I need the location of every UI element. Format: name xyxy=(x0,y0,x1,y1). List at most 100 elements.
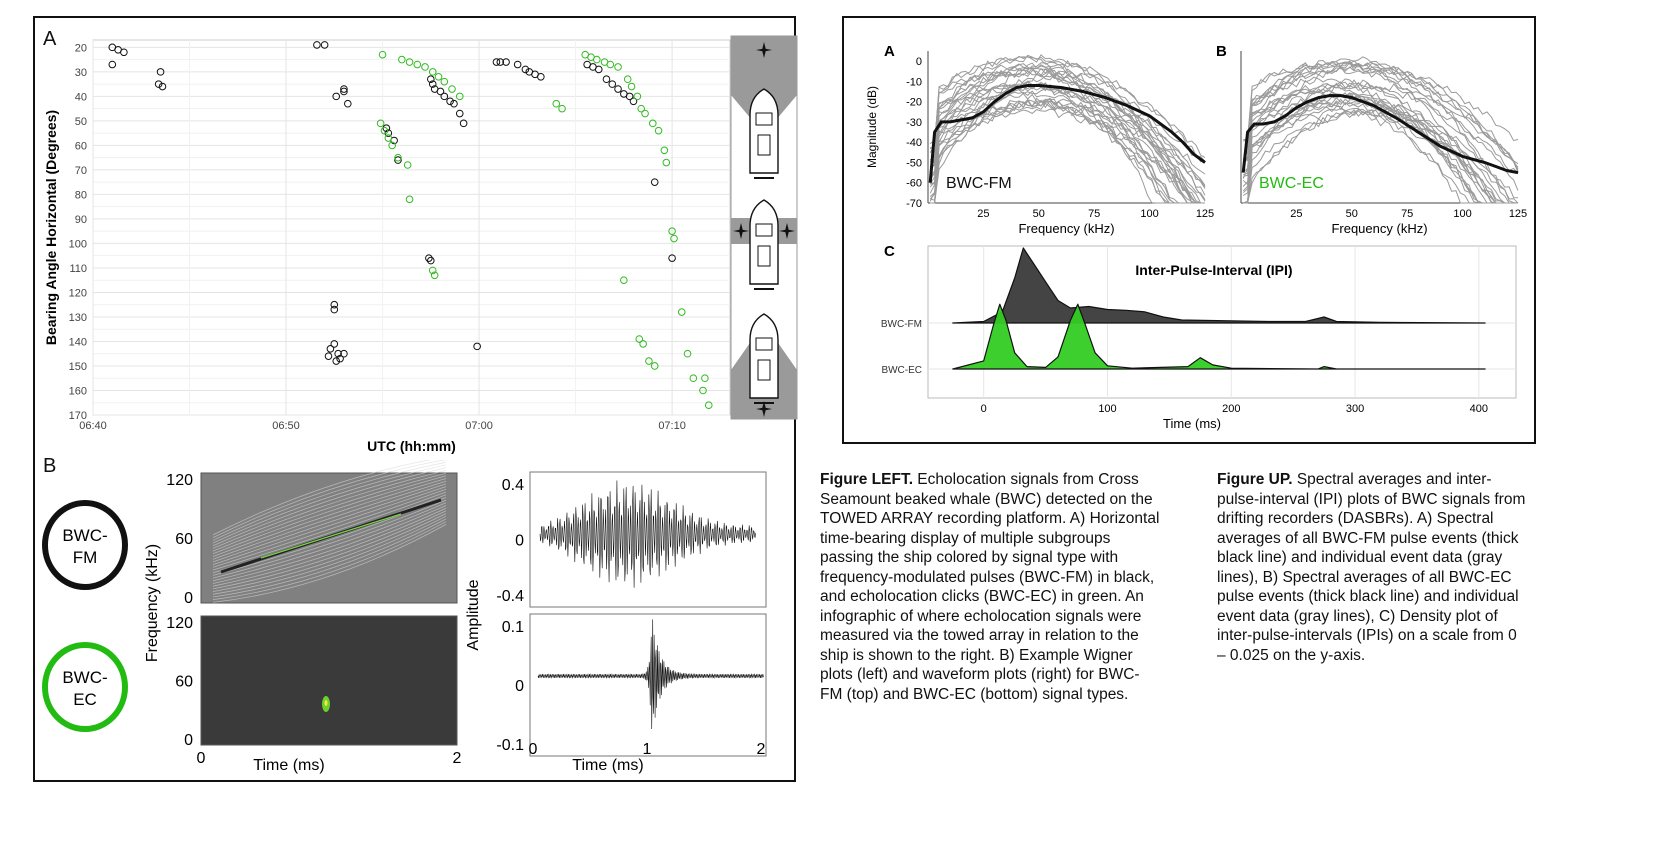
spectrum-individual-line xyxy=(1243,56,1518,204)
ec-detection-point xyxy=(430,271,439,280)
ec-detection-point xyxy=(650,362,659,370)
x-tick-label: 07:00 xyxy=(465,420,493,432)
panel-b-letter: B xyxy=(43,455,57,477)
fm-detection-point xyxy=(158,82,167,91)
y-tick-label: 140 xyxy=(69,336,87,348)
ec-detection-point xyxy=(403,161,412,169)
time-bearing-chart: 20 30 40 50 60 70 80 90 100 110 120 130 140 150 160 170… xyxy=(43,35,798,454)
ec-detection-point xyxy=(428,68,437,76)
wigner-fm-sweep-highlight xyxy=(260,513,402,559)
waveform-x-tick: 0 xyxy=(529,741,538,758)
spectrum-y-tick: -10 xyxy=(906,76,922,88)
waveform-plot-ec xyxy=(529,613,767,757)
fm-detection-point xyxy=(502,58,510,66)
spectrum-y-tick: -20 xyxy=(906,97,922,109)
ec-detection-point xyxy=(623,75,632,84)
fm-detection-point xyxy=(326,345,335,353)
fm-detection-point xyxy=(334,349,342,358)
fm-detection-point xyxy=(332,357,341,365)
ec-detection-point xyxy=(394,153,402,162)
spectrum-individual-line xyxy=(929,80,1205,204)
x-axis-title: UTC (hh:mm) xyxy=(367,438,456,454)
fm-detection-point xyxy=(496,58,505,66)
wigner-fm-band xyxy=(212,464,447,544)
wigner-y-axis-title: Frequency (kHz) xyxy=(144,544,161,662)
ship-hull-icon xyxy=(749,313,779,399)
ec-detection-point xyxy=(388,141,396,150)
fm-detection-point xyxy=(108,60,117,69)
fm-detection-point xyxy=(382,124,391,133)
spectrum-y-tick: -40 xyxy=(906,137,922,149)
fm-detection-point xyxy=(668,254,676,262)
fm-detection-point xyxy=(608,80,617,88)
ship-deckhouse-icon xyxy=(755,223,773,237)
spectrum-individual-line xyxy=(930,99,1205,204)
spectrum-individual-line xyxy=(1243,92,1518,204)
waveform-y-tick: 0.4 xyxy=(502,477,524,494)
legend-label: FM xyxy=(73,548,98,567)
waveform-fm-trace xyxy=(539,480,756,588)
ec-detection-point xyxy=(633,92,642,101)
wigner-fm-band xyxy=(212,499,447,579)
ec-detection-point xyxy=(699,386,707,395)
y-tick-label: 160 xyxy=(69,385,87,397)
ec-detection-point xyxy=(448,85,456,93)
spectrum-y-axis-title: Magnitude (dB) xyxy=(865,86,879,168)
spectral-and-ipi-charts: A B 0 -10 -20 -30 -40 -50 -60 -70 Magnitude (dB) 25… xyxy=(865,43,1527,431)
hydrophone-star-icon xyxy=(756,401,772,417)
spectrum-x-tick: 125 xyxy=(1509,208,1527,220)
wigner-fm-band xyxy=(212,467,447,547)
wigner-fm-band xyxy=(212,524,447,603)
waveform-x-tick: 1 xyxy=(643,741,652,758)
wigner-fm-band xyxy=(212,521,447,601)
fm-detection-point xyxy=(156,68,165,76)
legend-label: BWC- xyxy=(62,526,107,545)
fm-detection-point xyxy=(459,119,468,128)
ec-detection-point xyxy=(405,58,414,66)
spectrum-individual-line xyxy=(1243,108,1518,204)
waveform-y-tick: 0 xyxy=(515,533,524,550)
fm-detection-point xyxy=(332,92,341,101)
spectrum-individual-line xyxy=(930,70,1205,204)
fm-detection-point xyxy=(440,92,449,101)
ec-detection-point xyxy=(558,104,566,113)
y-tick-label: 90 xyxy=(75,214,87,226)
fm-detection-point xyxy=(340,87,348,96)
waveform-ec-trace xyxy=(537,619,764,730)
ec-detection-point xyxy=(440,77,449,86)
spectrum-y-tick: -60 xyxy=(906,178,922,190)
y-tick-label: 40 xyxy=(75,91,87,103)
figure-left-caption: Figure LEFT. Echolocation signals from C… xyxy=(820,470,1160,704)
legend-circle xyxy=(42,500,128,590)
ec-detection-point xyxy=(677,308,686,316)
wigner-fm-band xyxy=(212,491,447,571)
ec-detection-point xyxy=(701,374,709,383)
wigner-fm-band xyxy=(212,502,447,582)
wigner-fm-band xyxy=(212,470,447,549)
wigner-fm-band xyxy=(212,478,447,557)
ec-detection-point xyxy=(645,357,653,365)
y-tick-label: 80 xyxy=(75,189,87,201)
ec-detection-point xyxy=(428,266,437,275)
wigner-fm-band xyxy=(212,510,447,590)
ec-detection-point xyxy=(434,72,443,81)
spectrum-individual-line xyxy=(1243,76,1518,204)
spectrum-individual-line xyxy=(1242,82,1519,174)
legend-label: EC xyxy=(73,690,97,709)
hydrophone-star-icon xyxy=(733,223,749,239)
ec-detection-point xyxy=(704,401,713,409)
ipi-x-tick: 200 xyxy=(1222,403,1240,415)
spectrum-y-tick: -30 xyxy=(906,117,922,129)
ipi-x-tick: 400 xyxy=(1470,403,1488,415)
y-tick-label: 70 xyxy=(75,165,87,177)
ipi-chart-title: Inter-Pulse-Interval (IPI) xyxy=(1135,262,1292,278)
spectrum-individual-line xyxy=(929,67,1206,186)
fm-detection-point xyxy=(427,75,435,84)
spectrum-individual-line xyxy=(1243,59,1519,191)
waveform-y-axis-title: Amplitude xyxy=(465,579,482,650)
spectrum-individual-line xyxy=(1242,62,1519,192)
spectrum-individual-line xyxy=(1242,60,1519,173)
right-panel-b-letter: B xyxy=(1216,43,1227,60)
fm-detection-point xyxy=(650,178,659,186)
wigner-fm-band xyxy=(212,460,431,536)
